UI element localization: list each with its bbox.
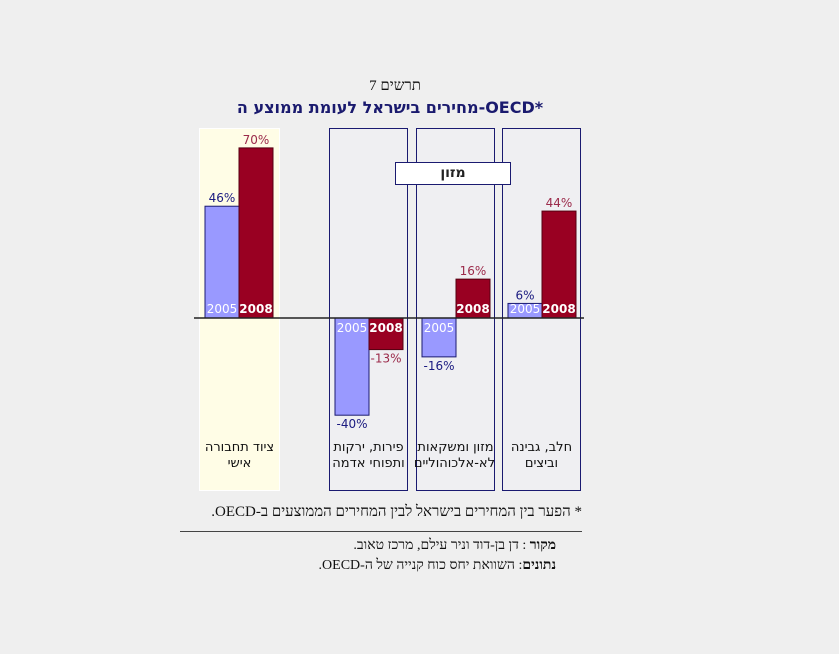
bar-year-label: 2008: [456, 302, 489, 316]
bar-year-label: 2005: [207, 302, 238, 316]
category-label: ציוד תחבורה אישי: [204, 440, 275, 471]
bar-year-label: 2005: [510, 302, 541, 316]
source-line: מקור : דן בן-דוד וניר עילם, מרכז טאוב.: [180, 538, 556, 554]
bar-2008: [368, 317, 404, 351]
data-note-line: נתונים: השוואת יחס כוח קנייה של ה-OECD.: [180, 558, 556, 574]
value-label: 6%: [515, 288, 534, 302]
value-label: 70%: [243, 133, 270, 147]
source-text: : דן בן-דוד וניר עילם, מרכז טאוב.: [353, 538, 527, 553]
value-label: 44%: [546, 196, 573, 210]
value-label: 16%: [460, 264, 487, 278]
bar-2005: [421, 317, 457, 358]
category-panel: [329, 128, 408, 491]
category-label: מזון ומשקאות לא-אלכוהוליים: [413, 440, 495, 471]
group-label-food: מזון: [395, 162, 511, 185]
bar-2008: [455, 278, 491, 319]
bar-2005: [334, 317, 370, 416]
value-label: -40%: [336, 417, 367, 431]
bar-2008: [238, 147, 274, 319]
footnote: * הפער בין המחירים בישראל לבין המחירים ה…: [211, 504, 582, 520]
chart-subtitle: תרשים 7: [369, 78, 421, 94]
data-note-label: נתונים: [522, 558, 556, 573]
chart-title: מחירים בישראל לעומת ממוצע ה-OECD*: [236, 98, 544, 117]
data-note-text: : השוואת יחס כוח קנייה של ה-OECD.: [318, 558, 523, 573]
bar-year-label: 2008: [542, 302, 575, 316]
bar-year-label: 2008: [239, 302, 272, 316]
divider: [180, 531, 582, 532]
bar-2008: [541, 210, 577, 319]
category-label: חלב, גבינה וביצים: [510, 440, 573, 471]
value-label: 46%: [209, 191, 236, 205]
bar-year-label: 2005: [337, 321, 368, 335]
bar-year-label: 2005: [424, 321, 455, 335]
source-label: מקור: [529, 538, 556, 553]
bar-year-label: 2008: [369, 321, 402, 335]
category-label: פירות, ירקות ותפוחי אדמה: [332, 440, 405, 471]
value-label: -16%: [423, 359, 454, 373]
value-label: -13%: [370, 352, 401, 366]
